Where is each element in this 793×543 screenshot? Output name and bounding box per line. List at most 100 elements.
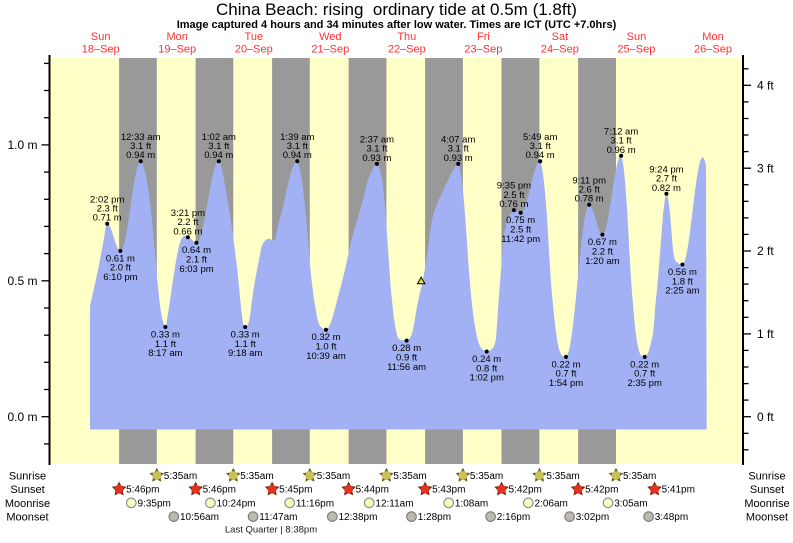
svg-text:12:11am: 12:11am: [375, 498, 413, 509]
svg-text:1 ft: 1 ft: [757, 327, 774, 341]
svg-text:2 ft: 2 ft: [757, 244, 774, 258]
svg-text:0.56 m: 0.56 m: [668, 267, 697, 278]
svg-text:5:35am: 5:35am: [164, 471, 197, 482]
svg-text:5:35am: 5:35am: [470, 471, 503, 482]
svg-text:Sat: Sat: [552, 31, 569, 43]
svg-text:1:02 am: 1:02 am: [202, 132, 236, 143]
svg-text:1:02 pm: 1:02 pm: [470, 373, 504, 384]
svg-text:Sunset: Sunset: [10, 484, 44, 496]
svg-text:3.1 ft: 3.1 ft: [287, 141, 308, 152]
svg-text:9:18 am: 9:18 am: [228, 348, 262, 359]
svg-text:1.8 ft: 1.8 ft: [672, 276, 693, 287]
svg-text:0.66 m: 0.66 m: [173, 226, 202, 237]
svg-text:12:33 am: 12:33 am: [121, 132, 161, 143]
svg-text:2:37 am: 2:37 am: [360, 135, 394, 146]
svg-text:2:16pm: 2:16pm: [497, 512, 530, 523]
svg-text:21–Sep: 21–Sep: [311, 43, 349, 55]
svg-text:5:35am: 5:35am: [240, 471, 273, 482]
svg-text:Fri: Fri: [477, 31, 490, 43]
svg-text:0.33 m: 0.33 m: [231, 329, 260, 340]
svg-text:Moonrise: Moonrise: [744, 498, 789, 510]
svg-text:Sun: Sun: [91, 31, 111, 43]
svg-text:2.2 ft: 2.2 ft: [177, 217, 198, 228]
svg-text:1.0 m: 1.0 m: [7, 138, 37, 152]
svg-text:12:38pm: 12:38pm: [339, 512, 378, 523]
svg-text:Thu: Thu: [397, 31, 416, 43]
svg-text:10:56am: 10:56am: [180, 512, 219, 523]
svg-text:Sunrise: Sunrise: [9, 470, 46, 482]
svg-text:5:46pm: 5:46pm: [203, 485, 236, 496]
svg-text:Mon: Mon: [166, 31, 187, 43]
svg-text:10:24pm: 10:24pm: [217, 498, 256, 509]
svg-text:0.76 m: 0.76 m: [499, 199, 528, 210]
svg-text:0.5 m: 0.5 m: [7, 274, 37, 288]
svg-text:Sunset: Sunset: [750, 484, 784, 496]
svg-text:0.32 m: 0.32 m: [311, 332, 340, 343]
svg-text:0.24 m: 0.24 m: [472, 354, 501, 365]
svg-text:1:39 am: 1:39 am: [280, 132, 314, 143]
svg-text:2:25 am: 2:25 am: [665, 286, 699, 297]
svg-text:0.7 ft: 0.7 ft: [555, 369, 576, 380]
svg-text:0.94 m: 0.94 m: [526, 150, 555, 161]
svg-text:0.67 m: 0.67 m: [588, 237, 617, 248]
svg-text:0.28 m: 0.28 m: [392, 343, 421, 354]
svg-text:0.71 m: 0.71 m: [93, 213, 122, 224]
svg-text:3.1 ft: 3.1 ft: [366, 144, 387, 155]
svg-text:Wed: Wed: [319, 31, 341, 43]
svg-text:0.0 m: 0.0 m: [7, 410, 37, 424]
svg-text:Moonset: Moonset: [746, 512, 788, 524]
svg-text:5:41pm: 5:41pm: [662, 485, 695, 496]
svg-text:0.22 m: 0.22 m: [630, 359, 659, 370]
svg-text:10:39 am: 10:39 am: [306, 351, 346, 362]
svg-text:9:11 pm: 9:11 pm: [572, 175, 606, 186]
svg-text:3:05am: 3:05am: [614, 498, 647, 509]
svg-text:2.5 ft: 2.5 ft: [510, 225, 531, 236]
svg-text:2:02 pm: 2:02 pm: [90, 194, 124, 205]
svg-text:1:20 am: 1:20 am: [585, 256, 619, 267]
svg-text:0.93 m: 0.93 m: [362, 153, 391, 164]
svg-text:2.2 ft: 2.2 ft: [592, 246, 613, 257]
svg-text:4 ft: 4 ft: [757, 79, 774, 93]
svg-text:Mon: Mon: [702, 31, 723, 43]
svg-text:0.94 m: 0.94 m: [126, 150, 155, 161]
svg-text:Sun: Sun: [627, 31, 647, 43]
svg-text:2.7 ft: 2.7 ft: [656, 174, 677, 185]
svg-text:2.5 ft: 2.5 ft: [503, 190, 524, 201]
svg-text:Moonset: Moonset: [6, 512, 48, 524]
svg-text:3:48pm: 3:48pm: [655, 512, 688, 523]
svg-text:3.1 ft: 3.1 ft: [448, 144, 469, 155]
svg-text:4:07 am: 4:07 am: [441, 135, 475, 146]
svg-text:5:45pm: 5:45pm: [279, 485, 312, 496]
svg-text:3:02pm: 3:02pm: [576, 512, 609, 523]
svg-text:0.82 m: 0.82 m: [652, 183, 681, 194]
svg-text:7:12 am: 7:12 am: [604, 126, 638, 137]
svg-text:0.78 m: 0.78 m: [575, 194, 604, 205]
svg-text:2.1 ft: 2.1 ft: [186, 255, 207, 266]
svg-text:5:44pm: 5:44pm: [356, 485, 389, 496]
svg-text:24–Sep: 24–Sep: [541, 43, 579, 55]
svg-text:11:42 pm: 11:42 pm: [501, 234, 540, 245]
svg-text:0.93 m: 0.93 m: [444, 153, 473, 164]
svg-text:2:35 pm: 2:35 pm: [628, 378, 662, 389]
svg-text:0.22 m: 0.22 m: [551, 359, 580, 370]
svg-text:9:24 pm: 9:24 pm: [649, 164, 683, 175]
svg-text:5:46pm: 5:46pm: [126, 485, 159, 496]
svg-text:Tue: Tue: [245, 31, 264, 43]
svg-text:1.1 ft: 1.1 ft: [235, 339, 256, 350]
svg-text:11:56 am: 11:56 am: [387, 362, 426, 373]
svg-text:2.0 ft: 2.0 ft: [110, 263, 131, 274]
svg-text:5:42pm: 5:42pm: [509, 485, 542, 496]
svg-text:26–Sep: 26–Sep: [694, 43, 732, 55]
svg-text:11:16pm: 11:16pm: [296, 498, 334, 509]
svg-text:5:35am: 5:35am: [546, 471, 579, 482]
svg-text:20–Sep: 20–Sep: [235, 43, 273, 55]
svg-text:China Beach: rising ordinary: China Beach: rising ordinary tide at 0.5…: [216, 0, 577, 19]
svg-text:6:03 pm: 6:03 pm: [179, 264, 213, 275]
svg-text:0.94 m: 0.94 m: [204, 150, 233, 161]
svg-text:0.7 ft: 0.7 ft: [634, 369, 655, 380]
svg-text:0.64 m: 0.64 m: [182, 245, 211, 256]
svg-text:0.75 m: 0.75 m: [506, 215, 535, 226]
svg-text:1:54 pm: 1:54 pm: [549, 378, 583, 389]
svg-text:2.6 ft: 2.6 ft: [579, 185, 600, 196]
svg-text:Moonrise: Moonrise: [5, 498, 50, 510]
